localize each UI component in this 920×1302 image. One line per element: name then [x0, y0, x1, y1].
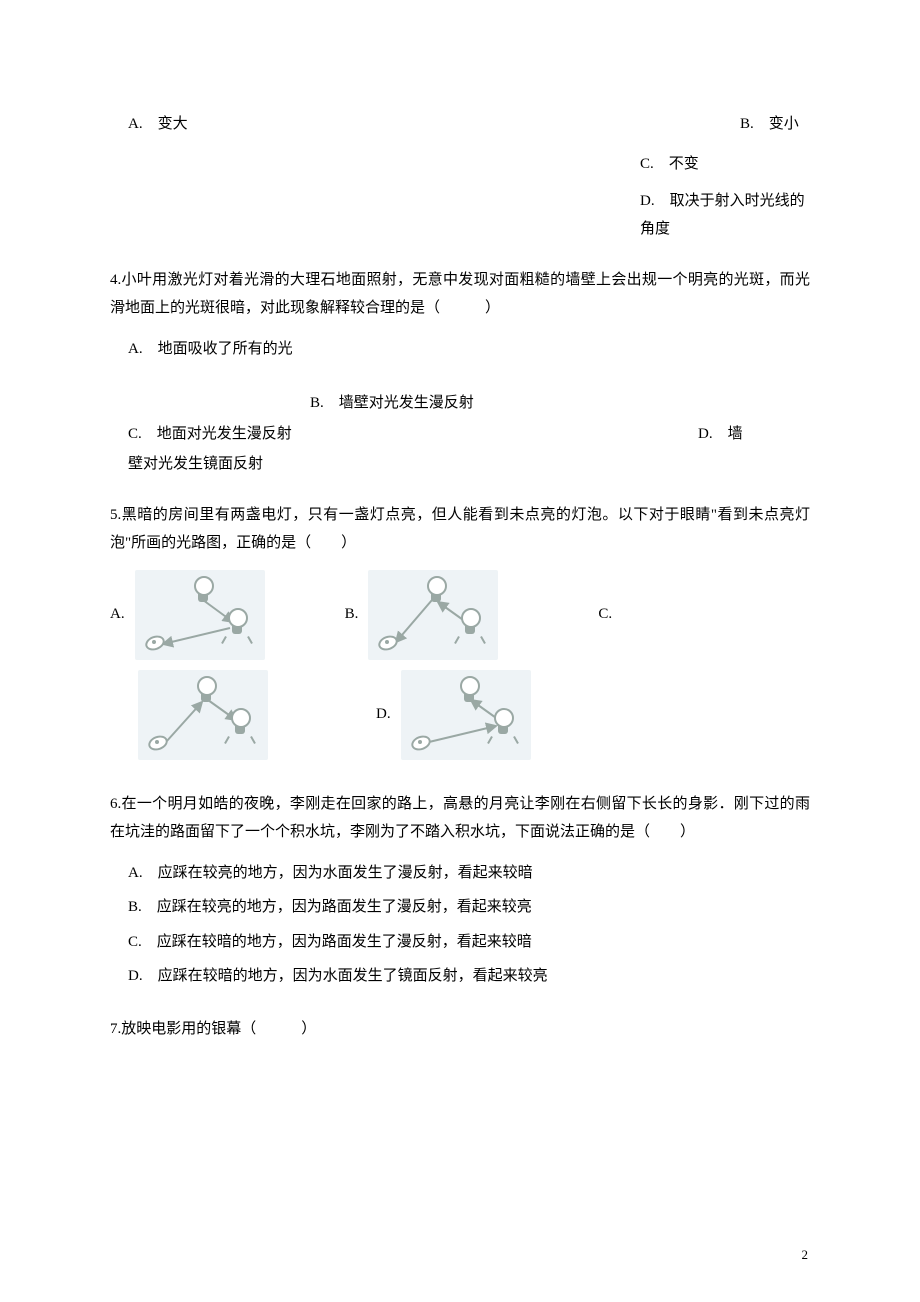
q4-option-b: B. 墙壁对光发生漫反射: [310, 389, 810, 418]
q5-label-c: C.: [598, 600, 612, 629]
q4-option-c: C. 地面对光发生漫反射: [128, 420, 698, 449]
q3-option-d: D. 取决于射入时光线的角度: [640, 187, 810, 244]
q6-stem: 6.在一个明月如皓的夜晚，李刚走在回家的路上，高悬的月亮让李刚在右侧留下长长的身…: [110, 790, 810, 847]
q5-cell-b: B.: [345, 570, 539, 660]
q3-option-b: B. 变小: [740, 110, 799, 139]
q5-diagram-a: [135, 570, 265, 660]
q5-diagram-b: [368, 570, 498, 660]
q4-option-a: A. 地面吸收了所有的光: [128, 335, 810, 364]
q5-label-b: B.: [345, 600, 359, 629]
q4-row-cd: C. 地面对光发生漫反射 D. 墙: [128, 420, 810, 449]
q6-option-a: A. 应踩在较亮的地方，因为水面发生了漫反射，看起来较暗: [128, 859, 810, 888]
q5-label-d: D.: [376, 700, 391, 729]
bulb-unlit-icon: [459, 676, 481, 704]
eye-icon: [411, 736, 429, 750]
eye-icon: [378, 636, 396, 650]
q5-cell-a: A.: [110, 570, 305, 660]
bulb-lit-icon: [230, 708, 252, 736]
bulb-unlit-icon: [196, 676, 218, 704]
q7-stem: 7.放映电影用的银幕（ ）: [110, 1015, 810, 1044]
q6-option-b: B. 应踩在较亮的地方，因为路面发生了漫反射，看起来较亮: [128, 893, 810, 922]
q5-cell-d: D.: [376, 670, 571, 760]
q4-option-d-part1: D. 墙: [698, 420, 743, 449]
q3-option-c: C. 不变: [640, 150, 810, 179]
page: A. 变大 B. 变小 C. 不变 D. 取决于射入时光线的角度 4.小叶用激光…: [0, 0, 920, 1302]
q6-option-d: D. 应踩在较暗的地方，因为水面发生了镜面反射，看起来较亮: [128, 962, 810, 991]
bulb-lit-icon: [460, 608, 482, 636]
q5-diagram-d: [401, 670, 531, 760]
q4-option-d-part2: 壁对光发生镜面反射: [128, 450, 810, 479]
page-number: 2: [802, 1243, 809, 1268]
q4-stem: 4.小叶用激光灯对着光滑的大理石地面照射，无意中发现对面粗糙的墙壁上会出规一个明…: [110, 266, 810, 323]
q5-diagram-c: [138, 670, 268, 760]
q5-cell-cimg: [138, 670, 308, 760]
bulb-lit-icon: [493, 708, 515, 736]
q5-stem: 5.黑暗的房间里有两盏电灯，只有一盏灯点亮，但人能看到未点亮的灯泡。以下对于眼睛…: [110, 501, 810, 558]
bulb-unlit-icon: [193, 576, 215, 604]
q6-options: A. 应踩在较亮的地方，因为水面发生了漫反射，看起来较暗 B. 应踩在较亮的地方…: [110, 859, 810, 991]
q3-option-a: A. 变大: [128, 110, 188, 139]
q5-label-a: A.: [110, 600, 125, 629]
eye-icon: [145, 636, 163, 650]
bulb-unlit-icon: [426, 576, 448, 604]
q6-option-c: C. 应踩在较暗的地方，因为路面发生了漫反射，看起来较暗: [128, 928, 810, 957]
q3-row-ab: A. 变大 B. 变小: [110, 110, 810, 132]
eye-icon: [148, 736, 166, 750]
q5-row1: A. B.: [110, 570, 810, 660]
q5-cell-c: C.: [598, 600, 622, 629]
q5-row2: D.: [110, 670, 810, 760]
bulb-lit-icon: [227, 608, 249, 636]
